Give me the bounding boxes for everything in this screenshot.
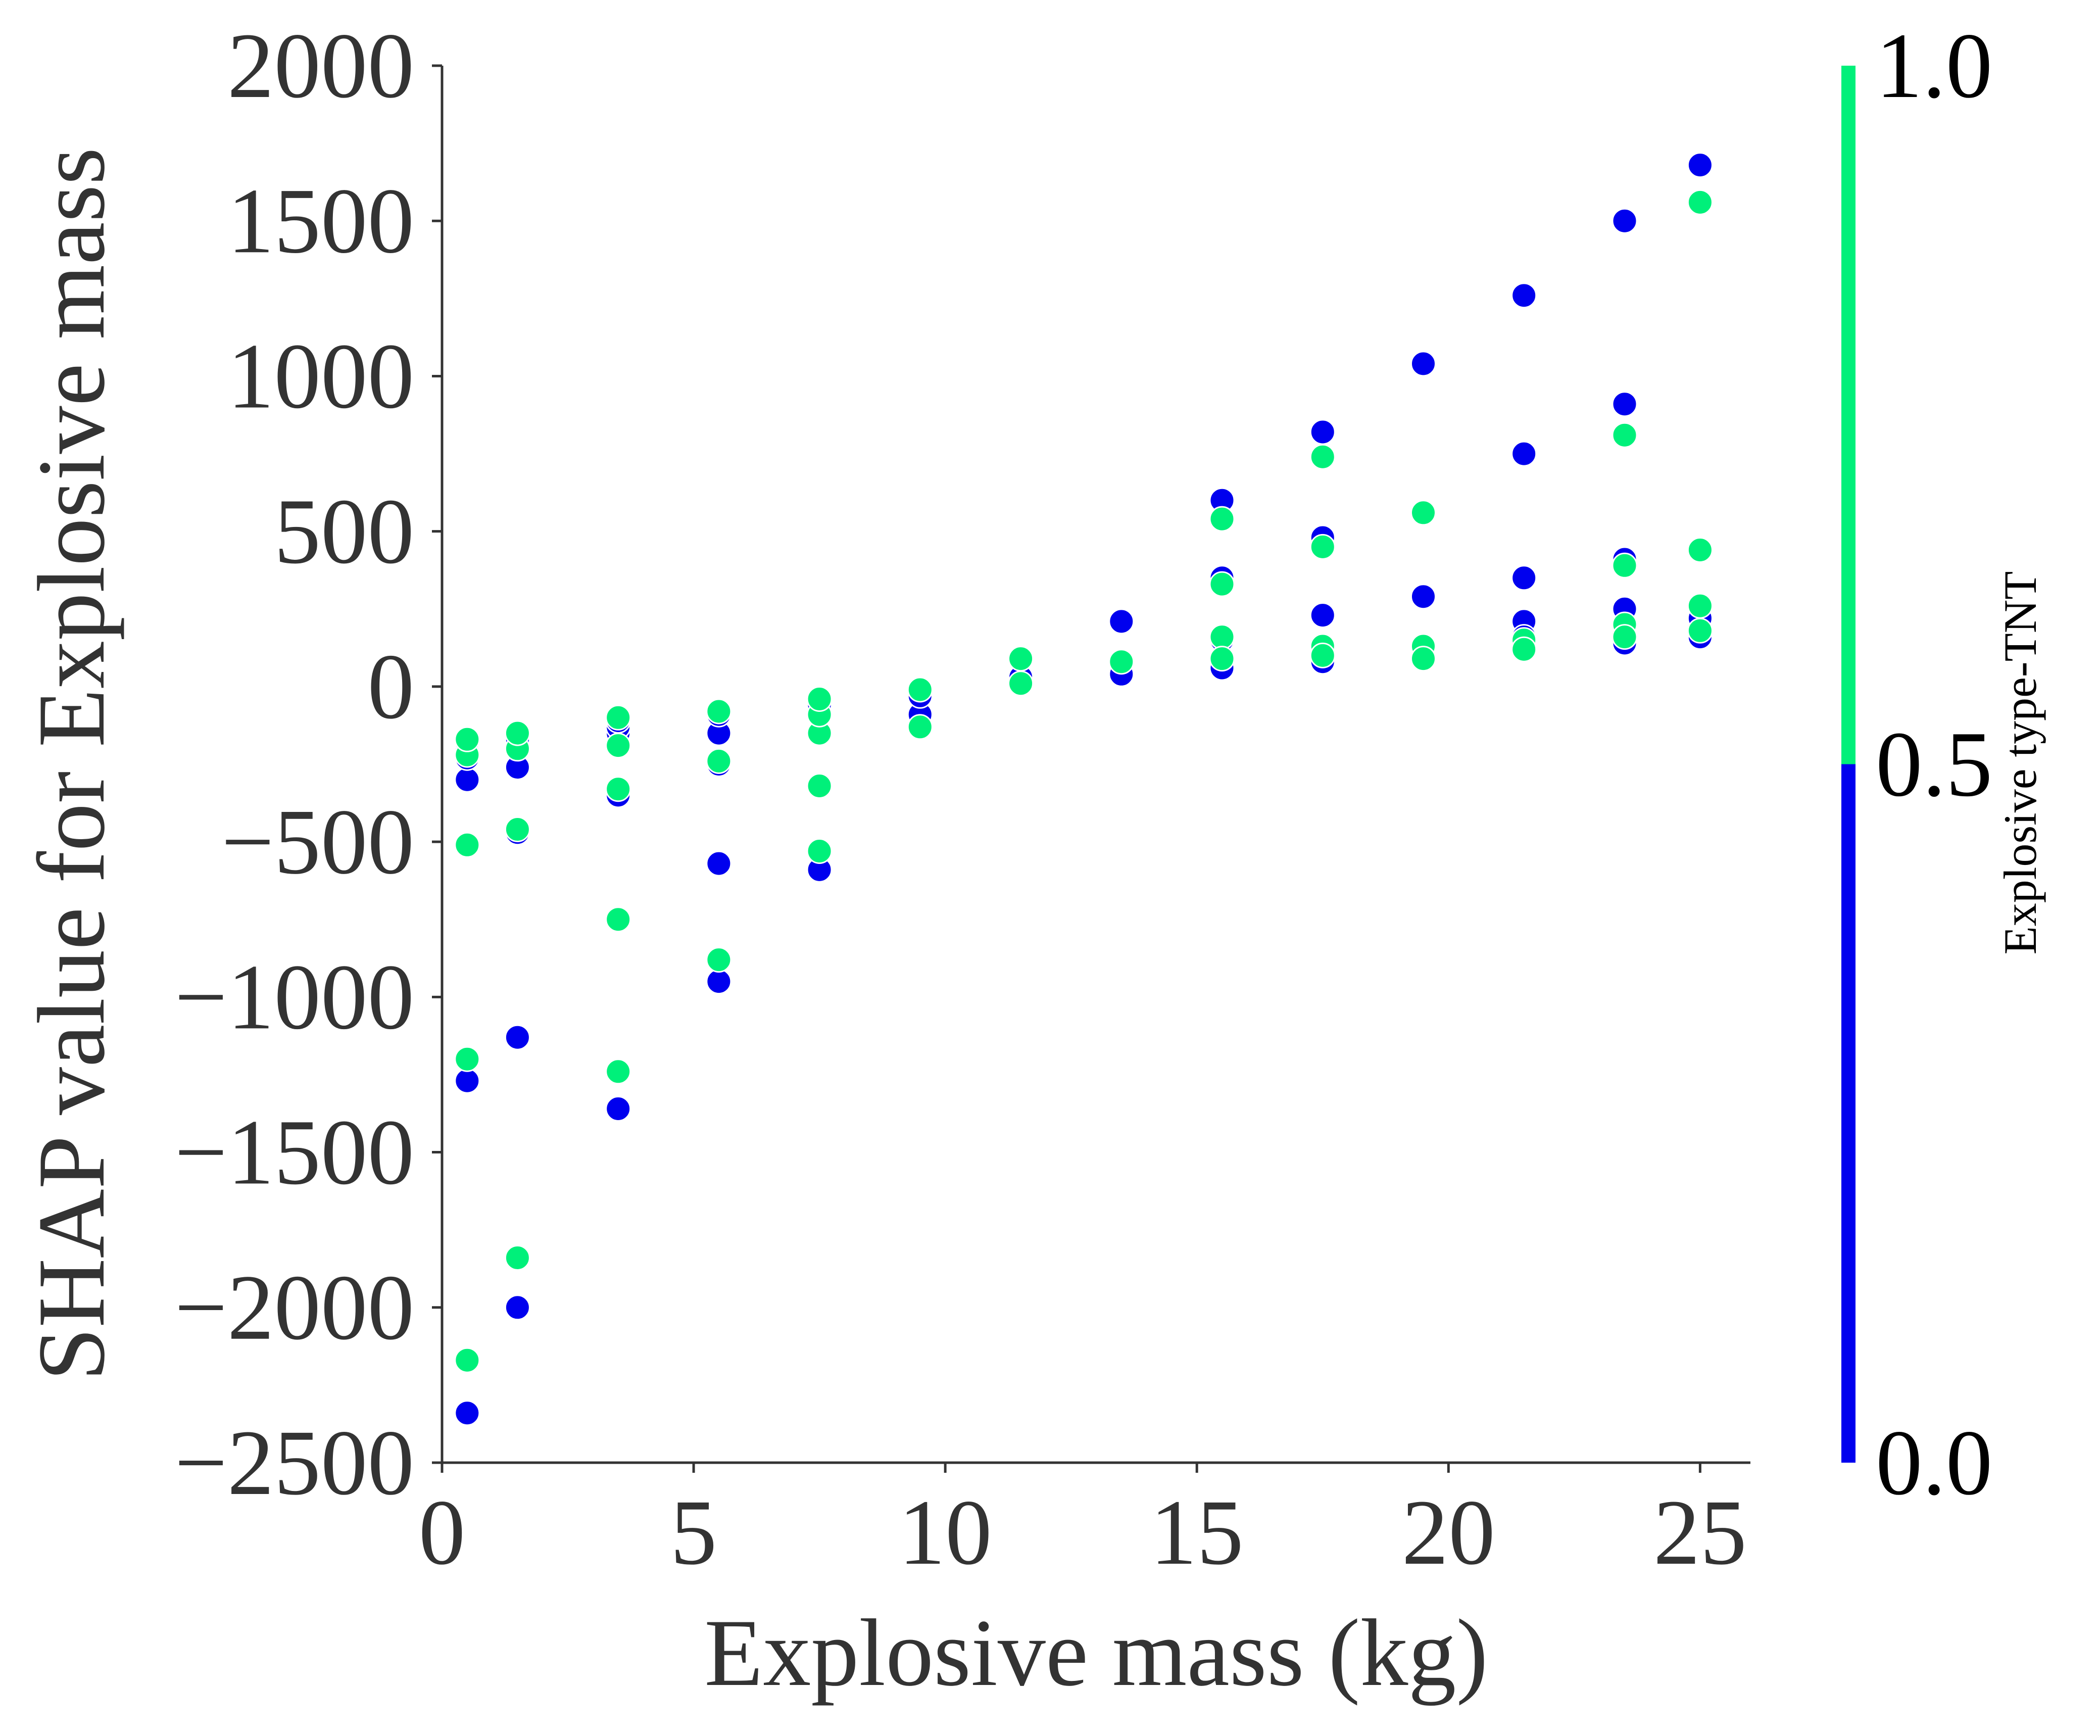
x-tick-label: 0 (419, 1481, 466, 1584)
scatter-point (806, 686, 833, 712)
scatter-point (1108, 649, 1135, 675)
scatter-point (504, 1024, 530, 1050)
x-ticks: 0 5 10 15 20 25 (419, 1463, 1747, 1584)
scatter-point (605, 1096, 631, 1122)
scatter-point (1108, 608, 1135, 635)
colorbar-low-segment (1841, 764, 1855, 1463)
scatter-point (1209, 646, 1235, 672)
scatter-point (907, 677, 933, 703)
scatter-point (1309, 419, 1336, 445)
scatter-point (605, 906, 631, 933)
scatter-point (454, 832, 480, 858)
scatter-point (1209, 571, 1235, 597)
scatter-point (1309, 602, 1336, 629)
scatter-point (1209, 624, 1235, 650)
colorbar: 0.0 0.5 1.0 Explosive type-TNT (1841, 14, 2046, 1515)
scatter-point (706, 947, 732, 973)
colorbar-title: Explosive type-TNT (1994, 571, 2046, 955)
y-tick-label: −1000 (175, 945, 414, 1049)
scatter-point (605, 733, 631, 759)
scatter-point (806, 838, 833, 864)
colorbar-tick-label: 1.0 (1876, 14, 1992, 118)
scatter-point (454, 1068, 480, 1094)
scatter-point (1687, 189, 1713, 215)
scatter-point (1309, 444, 1336, 470)
y-tick-label: −2500 (175, 1411, 414, 1515)
scatter-point (1611, 552, 1638, 578)
scatter-point (1008, 646, 1034, 672)
scatter-point (706, 850, 732, 877)
y-tick-label: 1500 (227, 169, 414, 273)
scatter-point (504, 816, 530, 842)
scatter-point (1309, 534, 1336, 560)
scatter-point (1511, 636, 1537, 662)
x-tick-label: 10 (899, 1481, 992, 1584)
scatter-point (1611, 391, 1638, 417)
y-tick-label: −500 (221, 790, 414, 894)
colorbar-ticks: 0.0 0.5 1.0 (1876, 14, 1992, 1515)
scatter-point (706, 698, 732, 725)
scatter-point (1309, 642, 1336, 668)
scatter-point (1687, 152, 1713, 178)
scatter-point (605, 704, 631, 731)
scatter-point (1410, 646, 1436, 672)
scatter-point (454, 766, 480, 793)
y-axis-title: SHAP value for Explosive mass (19, 148, 125, 1381)
scatter-point (1209, 506, 1235, 532)
scatter-point (1611, 422, 1638, 448)
scatter-point (1511, 565, 1537, 591)
scatter-point (907, 714, 933, 740)
x-axis-title: Explosive mass (kg) (704, 1600, 1488, 1706)
scatter-point (706, 969, 732, 995)
scatter-point (605, 776, 631, 802)
scatter-point (706, 748, 732, 774)
y-tick-label: 500 (274, 480, 415, 584)
colorbar-high-segment (1841, 66, 1855, 764)
x-tick-label: 15 (1150, 1481, 1244, 1584)
colorbar-tick-label: 0.0 (1876, 1411, 1992, 1515)
y-ticks: −2500 −2000 −1500 −1000 −500 0 500 1000 1500 2000 (175, 14, 442, 1515)
y-tick-label: 2000 (227, 14, 414, 118)
x-tick-label: 20 (1402, 1481, 1495, 1584)
scatter-point (504, 1294, 530, 1321)
points-layer (454, 152, 1713, 1426)
scatter-point (504, 1245, 530, 1271)
y-tick-label: −2000 (175, 1256, 414, 1360)
y-tick-label: −1500 (175, 1101, 414, 1204)
scatter-point (1611, 624, 1638, 650)
scatter-point (1687, 537, 1713, 563)
axes (441, 66, 1750, 1464)
colorbar-tick-label: 0.5 (1876, 713, 1992, 816)
scatter-point (454, 1046, 480, 1072)
scatter-point (454, 726, 480, 752)
scatter-point (454, 1400, 480, 1426)
y-tick-label: 1000 (227, 324, 414, 428)
scatter-point (1611, 208, 1638, 234)
scatter-point (504, 720, 530, 746)
scatter-point (1511, 282, 1537, 309)
y-tick-label: 0 (368, 635, 415, 739)
scatter-point (605, 1058, 631, 1085)
scatter-point (1511, 441, 1537, 467)
scatter-point (1410, 500, 1436, 526)
scatter-point (1410, 584, 1436, 610)
scatter-point (454, 1347, 480, 1373)
scatter-point (1008, 670, 1034, 697)
x-tick-label: 5 (670, 1481, 717, 1584)
scatter-point (1410, 351, 1436, 377)
scatter-point (1687, 617, 1713, 644)
scatter-point (806, 773, 833, 799)
x-tick-label: 25 (1653, 1481, 1747, 1584)
scatter-point (1687, 593, 1713, 619)
